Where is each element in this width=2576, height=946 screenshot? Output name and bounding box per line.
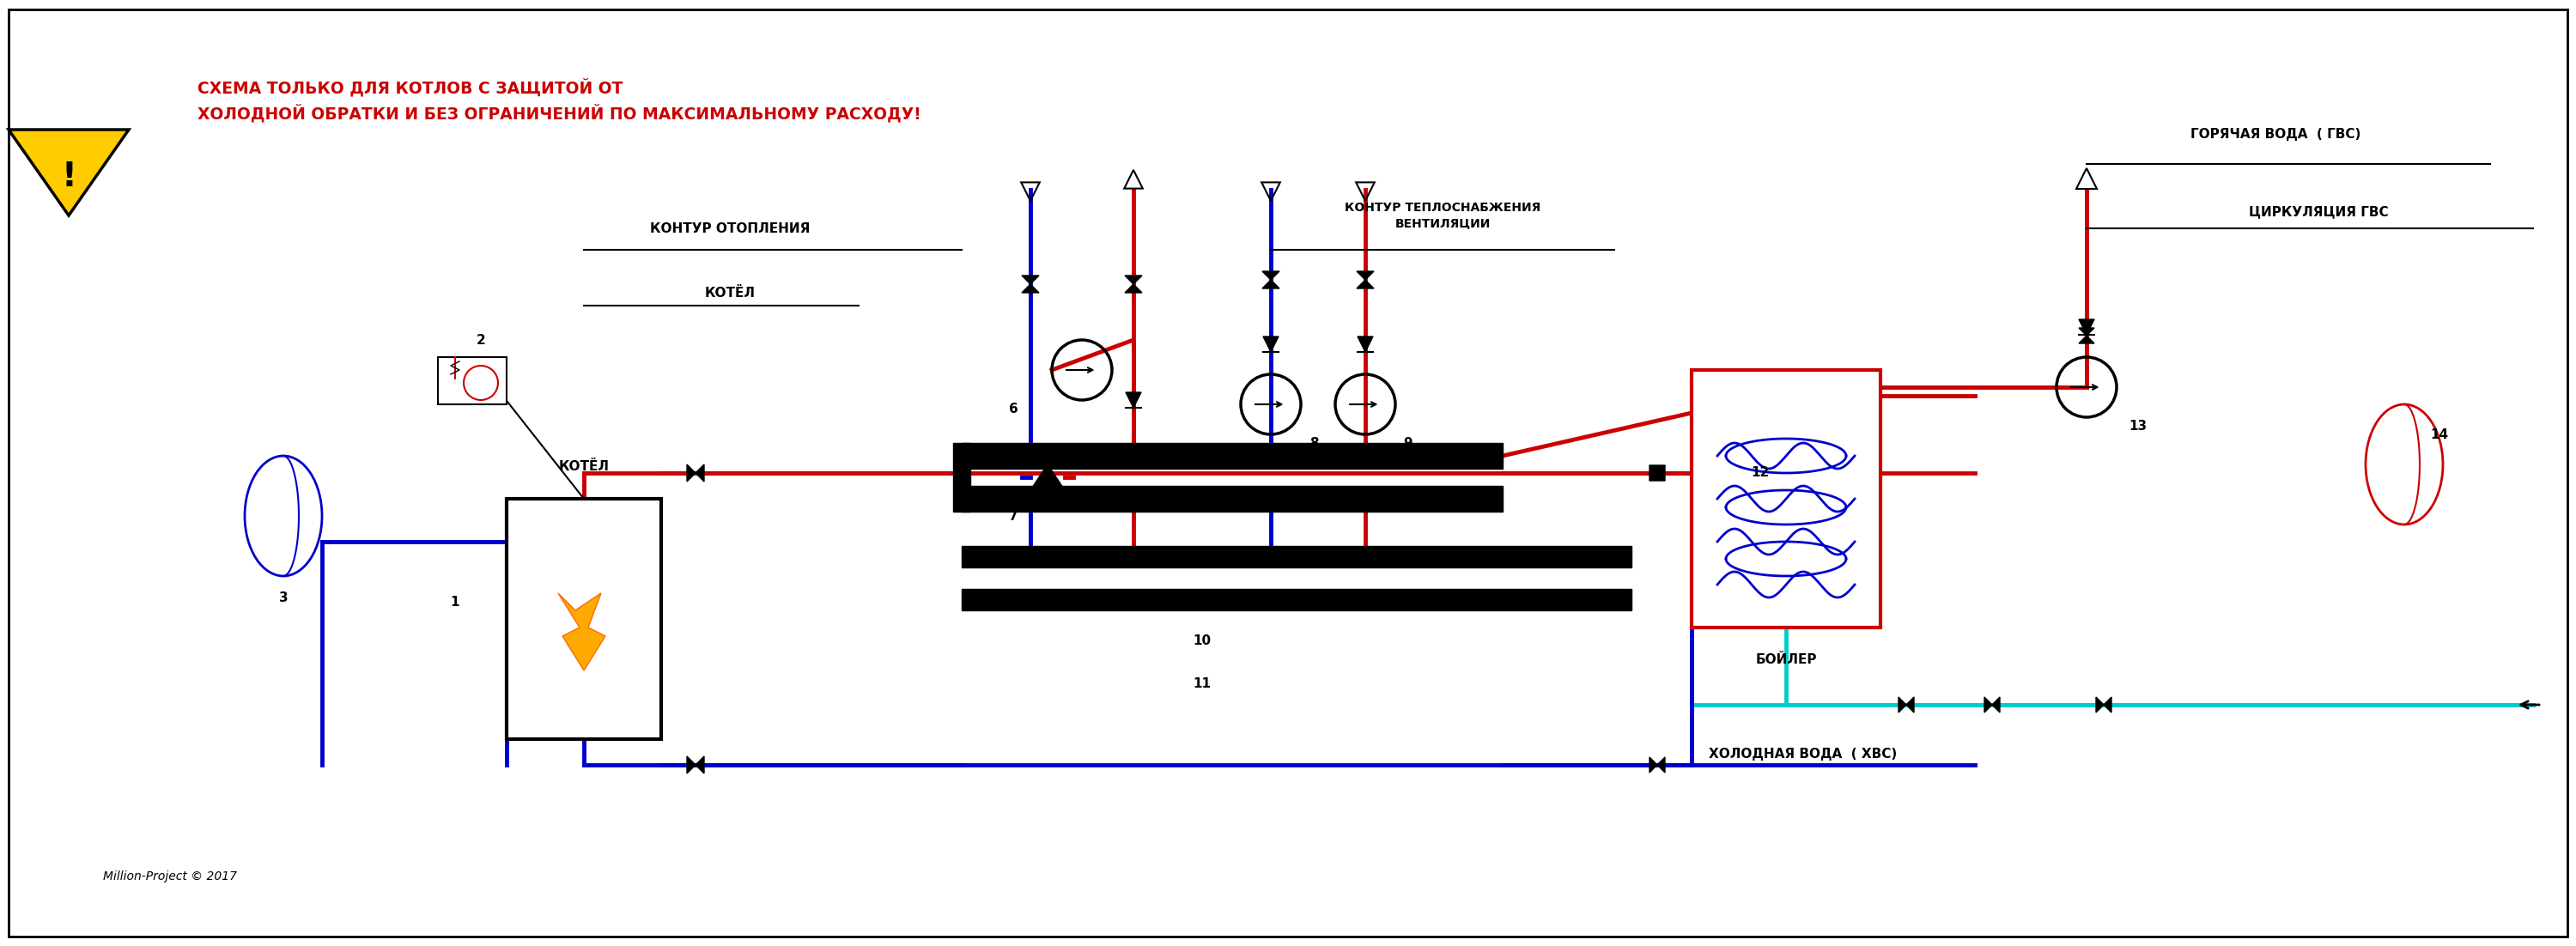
Text: Million-Project © 2017: Million-Project © 2017 [103,870,237,883]
Polygon shape [1656,757,1664,773]
Polygon shape [688,464,696,482]
Text: КОТЁЛ: КОТЁЛ [703,287,755,300]
Text: ГОРЯЧАЯ ВОДА  ( ГВС): ГОРЯЧАЯ ВОДА ( ГВС) [2190,128,2360,141]
Text: ХОЛОДНАЯ ВОДА  ( ХВС): ХОЛОДНАЯ ВОДА ( ХВС) [1708,747,1899,761]
Polygon shape [1656,465,1664,481]
Text: 1: 1 [451,595,459,608]
Bar [961,486,1502,512]
Polygon shape [8,130,129,216]
Bar [961,443,1502,468]
Polygon shape [559,593,605,671]
Polygon shape [1126,393,1141,408]
Polygon shape [1262,272,1280,280]
Polygon shape [696,464,703,482]
Polygon shape [1984,697,1991,712]
Polygon shape [1649,473,1664,481]
Polygon shape [1126,284,1141,292]
Text: !: ! [62,161,77,193]
Polygon shape [2079,328,2094,336]
Text: 8: 8 [1309,437,1319,449]
Text: 3: 3 [278,591,289,604]
Text: КОТЁЛ: КОТЁЛ [559,460,608,473]
Text: 9: 9 [1404,437,1412,449]
Polygon shape [1899,697,1906,712]
Bar [961,546,1631,568]
Text: 7: 7 [1010,510,1018,523]
Polygon shape [1649,465,1664,473]
Bar [1692,370,1880,627]
Polygon shape [696,756,703,774]
Polygon shape [2079,320,2094,335]
Bar [961,589,1631,610]
Polygon shape [1262,280,1280,289]
Text: 13: 13 [2128,420,2148,432]
Text: 10: 10 [1193,635,1211,647]
Bar [507,499,662,739]
Bar [438,357,507,404]
Polygon shape [1906,697,1914,712]
Text: БОЙЛЕР: БОЙЛЕР [1754,654,1816,666]
Text: 2: 2 [477,334,484,347]
Polygon shape [1126,275,1141,284]
Polygon shape [1262,337,1278,352]
Text: КОНТУР ОТОПЛЕНИЯ: КОНТУР ОТОПЛЕНИЯ [649,222,809,236]
Polygon shape [688,756,696,774]
Text: 14: 14 [2429,429,2447,441]
Text: 12: 12 [1752,466,1770,480]
Polygon shape [1358,280,1373,289]
Polygon shape [2105,697,2112,712]
Polygon shape [1991,697,1999,712]
Polygon shape [1358,337,1373,352]
Text: ЦИРКУЛЯЦИЯ ГВС: ЦИРКУЛЯЦИЯ ГВС [2249,205,2388,218]
Text: КОНТУР ТЕПЛОСНАБЖЕНИЯ
ВЕНТИЛЯЦИИ: КОНТУР ТЕПЛОСНАБЖЕНИЯ ВЕНТИЛЯЦИИ [1345,201,1540,229]
Polygon shape [1023,275,1038,284]
Text: 11: 11 [1193,677,1211,691]
Polygon shape [2097,697,2105,712]
Polygon shape [1649,465,1656,481]
Polygon shape [1649,757,1656,773]
Polygon shape [1023,284,1038,292]
Polygon shape [2079,336,2094,343]
Bar [953,443,971,512]
Text: 6: 6 [1010,403,1018,415]
Polygon shape [1358,272,1373,280]
Polygon shape [1030,464,1064,490]
Text: СХЕМА ТОЛЬКО ДЛЯ КОТЛОВ С ЗАЩИТОЙ ОТ
ХОЛОДНОЙ ОБРАТКИ И БЕЗ ОГРАНИЧЕНИЙ ПО МАКСИ: СХЕМА ТОЛЬКО ДЛЯ КОТЛОВ С ЗАЩИТОЙ ОТ ХОЛ… [198,79,922,123]
